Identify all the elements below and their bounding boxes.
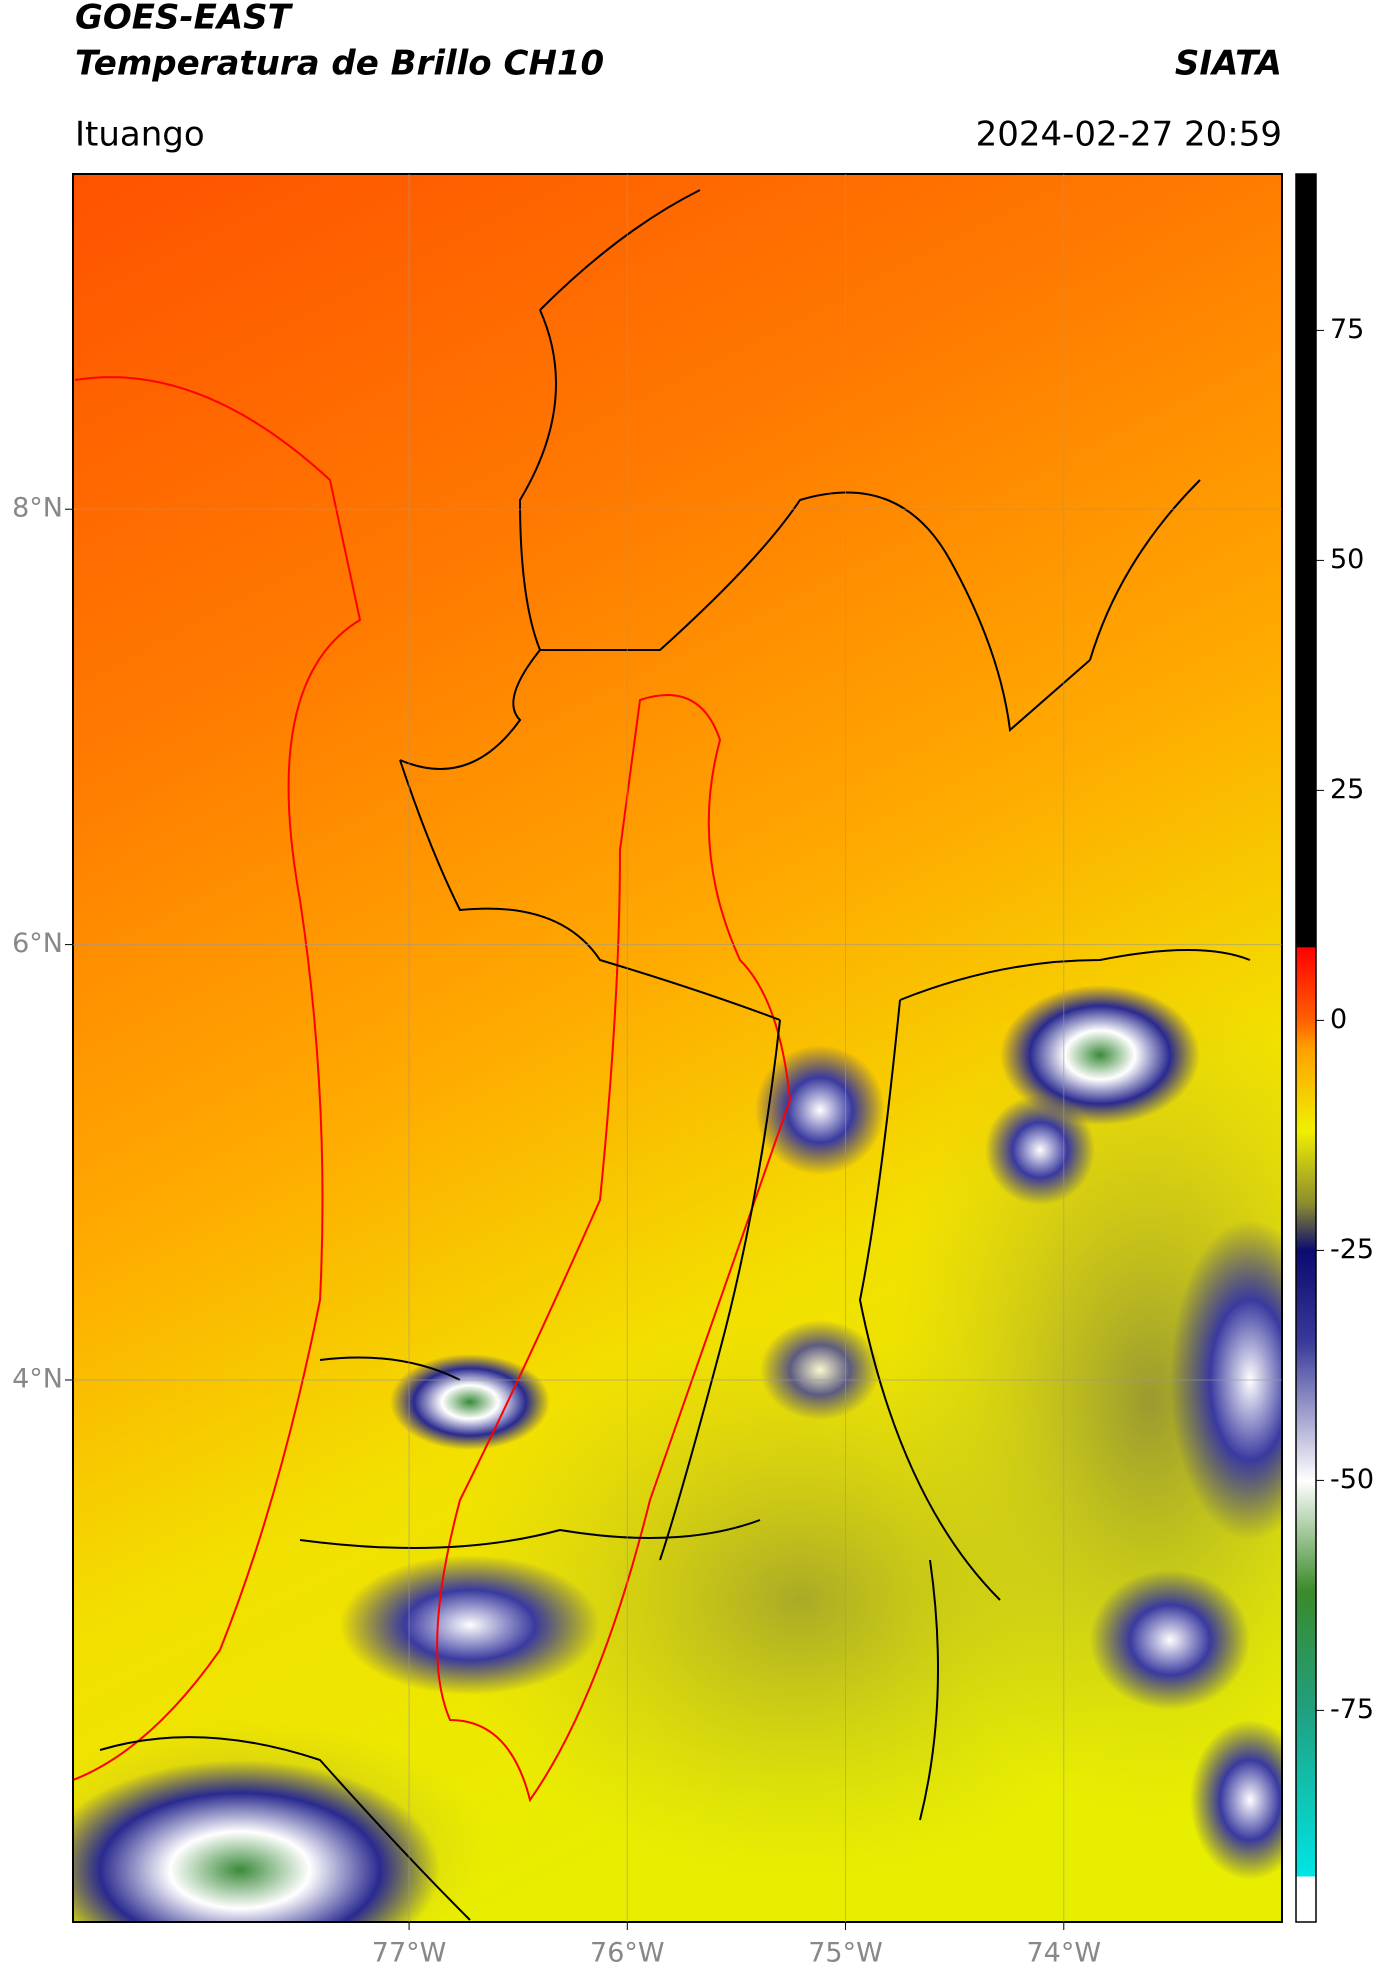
subtitle: Temperatura de Brillo CH10: [75, 44, 604, 84]
map-field: [73, 174, 1282, 1922]
colorbar: [1296, 174, 1316, 1923]
colorbar-segment: [1296, 946, 1316, 1021]
map-frame: [72, 173, 1283, 1923]
y-tick-label: 6°N: [12, 928, 63, 959]
x-tick-label: 74°W: [1026, 1938, 1101, 1969]
title: GOES-EAST: [75, 0, 294, 38]
colorbar-segment: [1296, 1480, 1316, 1592]
colorbar-tick-label: -75: [1330, 1694, 1374, 1725]
y-tick-label: 4°N: [12, 1363, 63, 1394]
colorbar-segment: [1296, 1130, 1316, 1205]
colorbar-segment: [1296, 1342, 1316, 1481]
colorbar-tick-label: 0: [1330, 1004, 1347, 1035]
x-tick-label: 75°W: [808, 1938, 883, 1969]
colorbar-tick-label: 25: [1330, 774, 1364, 805]
source: SIATA: [1175, 44, 1282, 84]
datetime: 2024-02-27 20:59: [976, 115, 1282, 155]
colorbar-segment: [1296, 1250, 1316, 1343]
y-tick-label: 8°N: [12, 493, 63, 524]
colorbar-segment: [1296, 1876, 1316, 1923]
colorbar-segment: [1296, 1710, 1316, 1877]
colorbar-segment: [1296, 1590, 1316, 1711]
colorbar-tick-label: -25: [1330, 1234, 1374, 1265]
x-tick-label: 77°W: [372, 1938, 447, 1969]
colorbar-segment: [1296, 1048, 1316, 1132]
x-tick-label: 76°W: [590, 1938, 665, 1969]
colorbar-frame: [1295, 173, 1317, 1923]
colorbar-segment: [1296, 1020, 1316, 1049]
colorbar-tick-label: 75: [1330, 314, 1364, 345]
place: Ituango: [75, 115, 205, 155]
colorbar-tick-label: -50: [1330, 1464, 1374, 1495]
colorbar-segment: [1296, 1204, 1316, 1251]
colorbar-segment: [1296, 174, 1316, 948]
colorbar-tick-label: 50: [1330, 544, 1364, 575]
